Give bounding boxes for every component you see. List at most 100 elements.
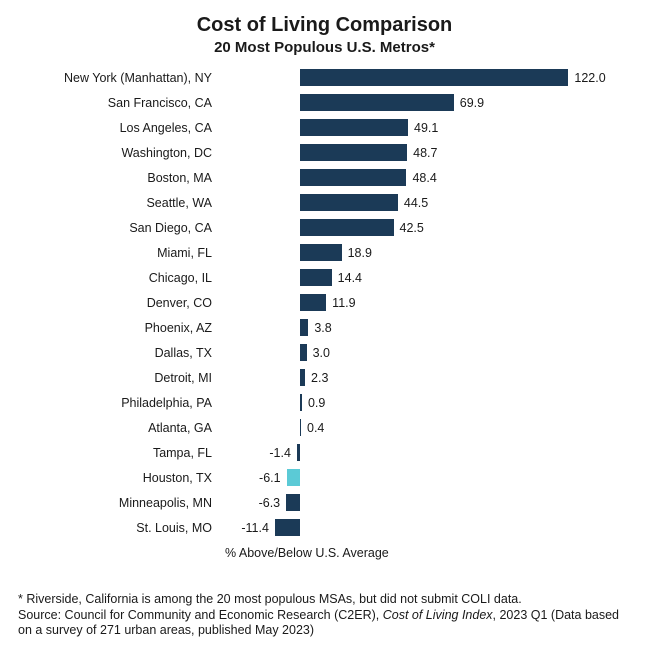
bar xyxy=(300,94,454,111)
value-label: 42.5 xyxy=(400,215,424,240)
bar-cell: 0.9 xyxy=(220,390,649,415)
bar xyxy=(300,244,342,261)
value-label: 3.0 xyxy=(313,340,330,365)
bar xyxy=(275,519,300,536)
category-label: Minneapolis, MN xyxy=(0,496,220,510)
bar-cell: 2.3 xyxy=(220,365,649,390)
title-block: Cost of Living Comparison 20 Most Populo… xyxy=(0,0,649,56)
value-label: 14.4 xyxy=(338,265,362,290)
chart-row: Dallas, TX 3.0 xyxy=(0,340,649,365)
footnote-asterisk: * Riverside, California is among the 20 … xyxy=(18,592,631,608)
bar-cell: -1.4 xyxy=(220,440,649,465)
category-label: Seattle, WA xyxy=(0,196,220,210)
bar-cell: 44.5 xyxy=(220,190,649,215)
bar-cell: 3.8 xyxy=(220,315,649,340)
bar-cell: 3.0 xyxy=(220,340,649,365)
category-label: Atlanta, GA xyxy=(0,421,220,435)
category-label: Chicago, IL xyxy=(0,271,220,285)
bar-cell: 18.9 xyxy=(220,240,649,265)
value-label: 48.7 xyxy=(413,140,437,165)
category-label: Boston, MA xyxy=(0,171,220,185)
chart-row: Atlanta, GA 0.4 xyxy=(0,415,649,440)
bar xyxy=(300,319,308,336)
bar xyxy=(300,269,332,286)
value-label: -1.4 xyxy=(251,440,291,465)
footnote-source: Source: Council for Community and Econom… xyxy=(18,608,631,639)
value-label: 3.8 xyxy=(314,315,331,340)
chart-row: San Diego, CA 42.5 xyxy=(0,215,649,240)
value-label: 49.1 xyxy=(414,115,438,140)
bar xyxy=(300,394,302,411)
source-prefix: Source: Council for Community and Econom… xyxy=(18,608,383,622)
category-label: Miami, FL xyxy=(0,246,220,260)
chart-row: Detroit, MI 2.3 xyxy=(0,365,649,390)
chart-area: New York (Manhattan), NY 122.0 San Francis… xyxy=(0,65,649,540)
value-label: 44.5 xyxy=(404,190,428,215)
chart-row: Seattle, WA 44.5 xyxy=(0,190,649,215)
value-label: 69.9 xyxy=(460,90,484,115)
bar-cell: -11.4 xyxy=(220,515,649,540)
bar-cell: 11.9 xyxy=(220,290,649,315)
bar-cell: 48.4 xyxy=(220,165,649,190)
chart-row: Washington, DC 48.7 xyxy=(0,140,649,165)
chart-row: Philadelphia, PA 0.9 xyxy=(0,390,649,415)
footnote: * Riverside, California is among the 20 … xyxy=(18,592,631,639)
bar-cell: 42.5 xyxy=(220,215,649,240)
value-label: 0.9 xyxy=(308,390,325,415)
bar xyxy=(300,169,406,186)
chart-row: St. Louis, MO -11.4 xyxy=(0,515,649,540)
category-label: Los Angeles, CA xyxy=(0,121,220,135)
category-label: New York (Manhattan), NY xyxy=(0,71,220,85)
bar-cell: -6.1 xyxy=(220,465,649,490)
category-label: Denver, CO xyxy=(0,296,220,310)
bar xyxy=(300,369,305,386)
bar xyxy=(300,69,568,86)
value-label: -6.3 xyxy=(240,490,280,515)
bar-cell: 0.4 xyxy=(220,415,649,440)
chart-row: Phoenix, AZ 3.8 xyxy=(0,315,649,340)
bar xyxy=(300,144,407,161)
category-label: Dallas, TX xyxy=(0,346,220,360)
bar xyxy=(300,194,398,211)
category-label: Washington, DC xyxy=(0,146,220,160)
bar-cell: 14.4 xyxy=(220,265,649,290)
source-title: Cost of Living Index xyxy=(383,608,493,622)
category-label: San Francisco, CA xyxy=(0,96,220,110)
bar-cell: 122.0 xyxy=(220,65,649,90)
bar xyxy=(300,119,408,136)
bar xyxy=(300,219,394,236)
chart-row: Tampa, FL-1.4 xyxy=(0,440,649,465)
category-label: Philadelphia, PA xyxy=(0,396,220,410)
category-label: Detroit, MI xyxy=(0,371,220,385)
chart-row: New York (Manhattan), NY 122.0 xyxy=(0,65,649,90)
bar xyxy=(286,494,300,511)
chart-row: Houston, TX -6.1 xyxy=(0,465,649,490)
chart-row: Los Angeles, CA 49.1 xyxy=(0,115,649,140)
value-label: 2.3 xyxy=(311,365,328,390)
bar xyxy=(300,344,307,361)
value-label: 48.4 xyxy=(412,165,436,190)
value-label: 122.0 xyxy=(574,65,605,90)
bar-cell: -6.3 xyxy=(220,490,649,515)
category-label: St. Louis, MO xyxy=(0,521,220,535)
value-label: 18.9 xyxy=(348,240,372,265)
chart-row: Minneapolis, MN -6.3 xyxy=(0,490,649,515)
bar xyxy=(297,444,300,461)
value-label: -6.1 xyxy=(241,465,281,490)
value-label: 0.4 xyxy=(307,415,324,440)
chart-row: Denver, CO 11.9 xyxy=(0,290,649,315)
category-label: Houston, TX xyxy=(0,471,220,485)
chart-title: Cost of Living Comparison xyxy=(0,14,649,37)
value-label: 11.9 xyxy=(332,290,355,315)
bar-cell: 48.7 xyxy=(220,140,649,165)
chart-row: Chicago, IL 14.4 xyxy=(0,265,649,290)
bar xyxy=(287,469,300,486)
bar xyxy=(300,294,326,311)
bar-cell: 69.9 xyxy=(220,90,649,115)
category-label: Phoenix, AZ xyxy=(0,321,220,335)
value-label: -11.4 xyxy=(229,515,269,540)
chart-subtitle: 20 Most Populous U.S. Metros* xyxy=(0,39,649,56)
chart-row: Boston, MA 48.4 xyxy=(0,165,649,190)
bar-cell: 49.1 xyxy=(220,115,649,140)
category-label: San Diego, CA xyxy=(0,221,220,235)
